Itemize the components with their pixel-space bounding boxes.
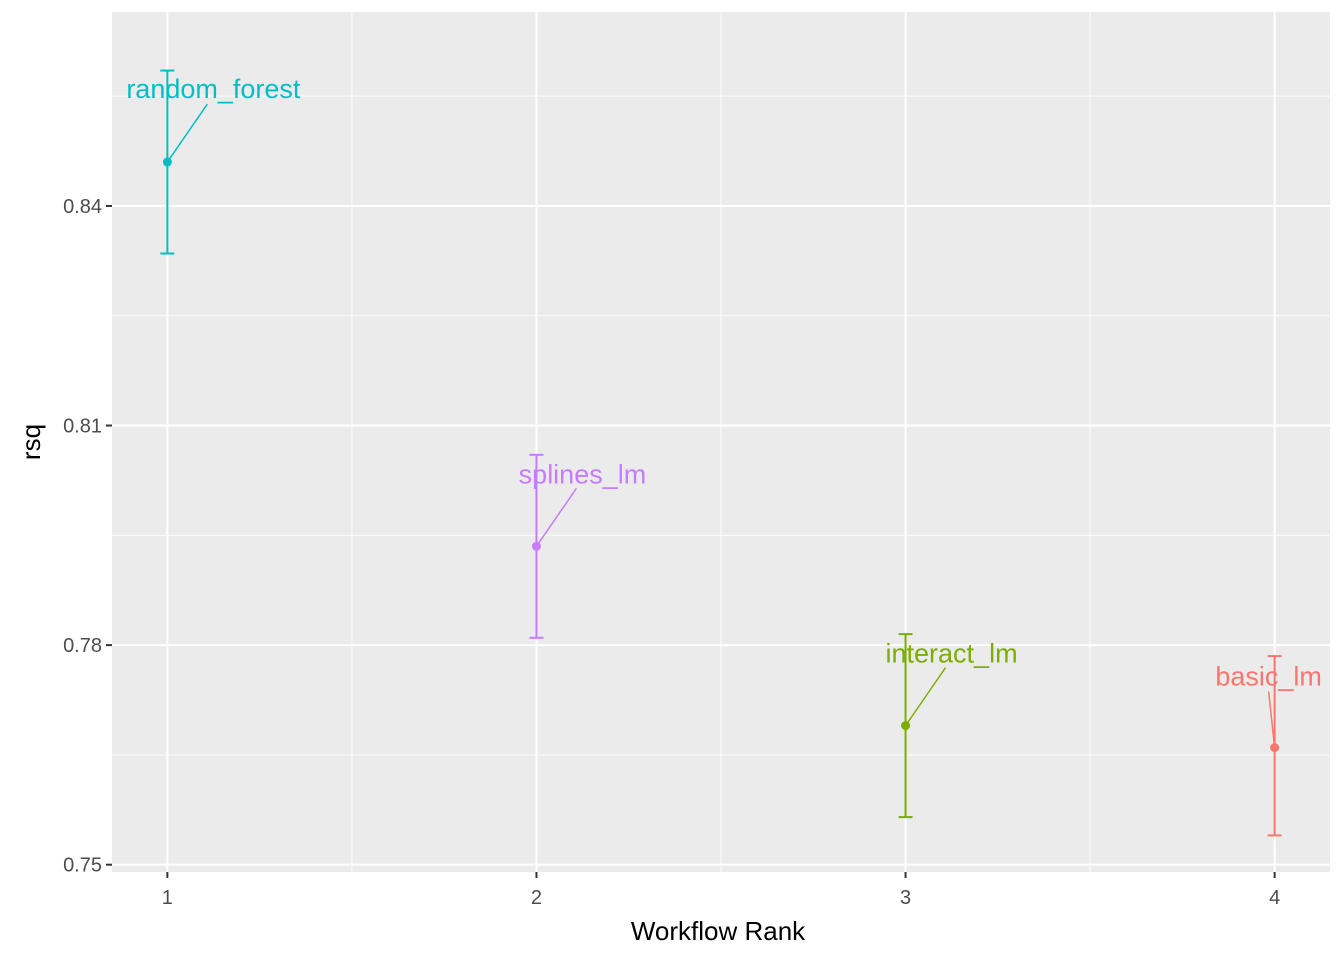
x-tick-label: 1 [162,887,173,909]
y-tick-label: 0.75 [63,855,102,877]
x-axis-title: Workflow Rank [631,916,806,946]
y-axis: 0.75 0.78 0.81 0.84 [63,196,112,877]
y-tick-label: 0.81 [63,416,102,438]
y-axis-title: rsq [16,424,46,460]
point-label-basic-lm: basic_lm [1215,662,1322,692]
point-label-interact-lm: interact_lm [886,639,1018,669]
point-label-splines-lm: splines_lm [519,459,647,489]
minor-gridlines [112,12,1330,872]
x-tick-label: 2 [531,887,542,909]
label-leader-interact-lm [904,667,947,727]
x-axis: 1 2 3 4 [162,872,1280,909]
label-leader-basic-lm [1267,691,1276,748]
x-tick-label: 3 [900,887,911,909]
y-tick-label: 0.78 [63,635,102,657]
point-labels: random_forest splines_lm interact_lm basic_… [126,74,1322,748]
label-leader-random-forest [166,103,208,163]
point-label-random-forest: random_forest [126,74,301,104]
major-gridlines [112,12,1330,872]
y-tick-label: 0.84 [63,196,102,218]
x-tick-label: 4 [1269,887,1280,909]
label-leader-splines-lm [535,487,578,547]
